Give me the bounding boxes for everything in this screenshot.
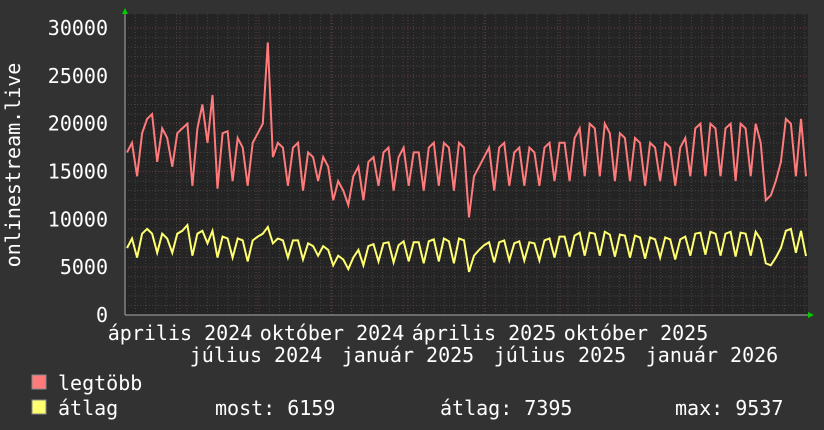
plot-area [125, 14, 808, 315]
legend: legtöbb átlag most: 6159 átlag: 7395 max… [31, 371, 783, 420]
x-axis-arrow-icon [808, 312, 814, 318]
x-tick-label: október 2025 [564, 321, 709, 345]
series-line-legtobb [126, 42, 807, 218]
x-tick-label: január 2026 [646, 343, 778, 367]
series-line-atlag [126, 222, 807, 273]
stat-most: most: 6159 [215, 396, 335, 420]
y-tick-label: 25000 [48, 64, 108, 88]
x-tick-label: július 2024 [190, 343, 322, 367]
x-tick-label: január 2025 [342, 343, 474, 367]
y-axis: 0 5000 10000 15000 20000 25000 30000 [48, 16, 108, 327]
y-tick-label: 5000 [60, 255, 108, 279]
x-tick-label: október 2024 [260, 321, 405, 345]
y-axis-arrow-icon [122, 8, 128, 14]
y-tick-label: 10000 [48, 207, 108, 231]
legend-swatch-legtobb [31, 374, 47, 390]
x-tick-label: április 2024 [108, 321, 253, 345]
legend-label-atlag: átlag [58, 396, 118, 420]
y-tick-label: 0 [96, 303, 108, 327]
stat-atlag: átlag: 7395 [440, 396, 572, 420]
stat-max: max: 9537 [675, 396, 783, 420]
legend-swatch-atlag [31, 399, 47, 415]
legend-label-legtobb: legtöbb [58, 371, 142, 395]
y-tick-label: 15000 [48, 160, 108, 184]
y-tick-label: 30000 [48, 16, 108, 40]
x-tick-label: július 2025 [494, 343, 626, 367]
x-tick-label: április 2025 [412, 321, 557, 345]
y-axis-label: onlinestream.live [1, 63, 25, 268]
y-tick-label: 20000 [48, 112, 108, 136]
